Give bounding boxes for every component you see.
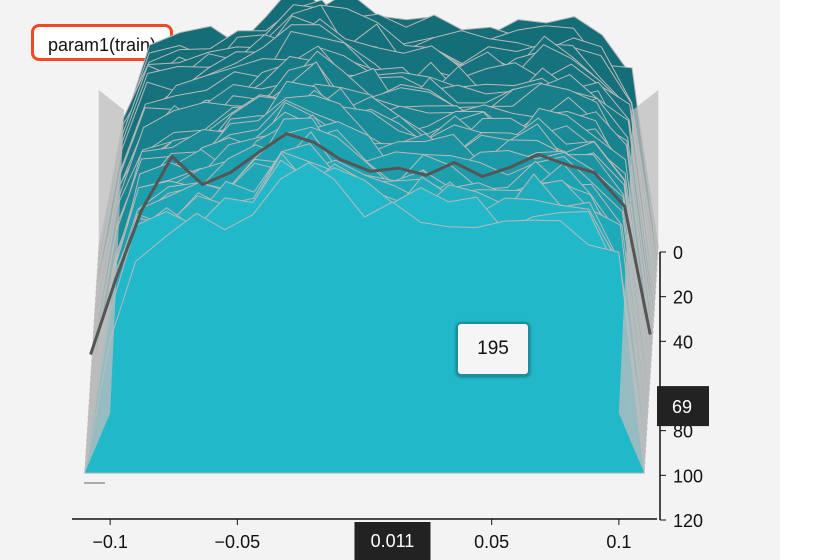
y-highlight-label: 69 [672, 397, 692, 417]
y-tick-label: 0 [673, 243, 683, 263]
y-tick-label: 40 [673, 332, 693, 352]
hover-highlight [84, 132, 652, 484]
x-tick-label: 0.1 [606, 532, 631, 552]
histogram-ridges [84, 0, 659, 474]
y-highlight-badge [657, 386, 709, 427]
x-highlight-label: 0.011 [371, 531, 415, 551]
highlighted-step-line [89, 132, 652, 355]
y-tick-label: 120 [673, 511, 703, 531]
x-tick-label: −0.05 [215, 532, 261, 552]
y-tick-label: 80 [673, 422, 693, 442]
chart-title[interactable]: param1(train) [31, 24, 174, 61]
cursor-value-tooltip: 195 [456, 322, 530, 376]
x-tick-label: −0.1 [92, 532, 128, 552]
y-tick-label: 100 [673, 466, 703, 486]
x-highlight-badge [354, 522, 431, 560]
y-axis: 0 20 40 80 100 120 69 [657, 243, 709, 531]
left-wall [84, 90, 125, 474]
x-axis: −0.1 −0.05 0.05 0.1 0.011 [72, 518, 657, 560]
histogram-ridge-step-119 [84, 162, 645, 474]
x-tick-label: 0.05 [474, 532, 509, 552]
y-tick-label: 20 [673, 288, 693, 308]
